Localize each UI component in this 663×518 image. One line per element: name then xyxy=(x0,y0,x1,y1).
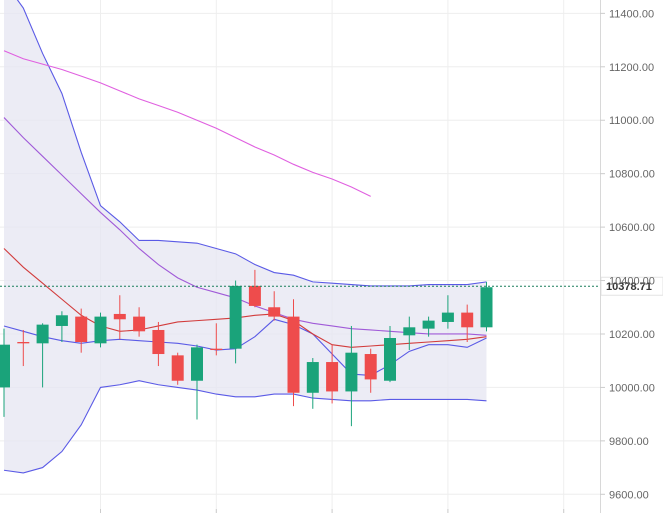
candle xyxy=(364,348,377,393)
candle-body xyxy=(113,313,126,320)
current-price-layer: 10378.71 xyxy=(0,276,663,296)
candle-body xyxy=(287,316,300,393)
candle-body xyxy=(171,355,184,381)
candle-body xyxy=(441,312,454,322)
bollinger-mid-line xyxy=(3,318,487,376)
candle xyxy=(0,328,10,417)
candle-body xyxy=(75,316,88,342)
bollinger-band-layer xyxy=(4,0,487,473)
y-axis-tick-label: 11000.00 xyxy=(609,115,654,127)
candle xyxy=(17,329,30,367)
y-axis-tick-label: 10600.00 xyxy=(609,222,655,234)
candle-body xyxy=(384,337,396,381)
bollinger-band-fill xyxy=(4,0,487,473)
candle-body xyxy=(191,347,203,381)
candle-body xyxy=(461,312,474,328)
candle-body xyxy=(152,329,165,355)
candle xyxy=(306,358,319,409)
candle xyxy=(461,304,474,342)
y-axis-tick-label: 9800.00 xyxy=(609,436,649,448)
candle xyxy=(113,295,126,340)
candle xyxy=(480,281,493,332)
candle-body xyxy=(210,348,223,351)
y-axis-tick-label: 10400.00 xyxy=(609,276,655,288)
y-axis-tick-label: 10000.00 xyxy=(609,382,655,394)
candle xyxy=(345,325,358,427)
candle-body xyxy=(403,327,416,336)
candle xyxy=(384,325,396,383)
candle-body xyxy=(17,342,30,344)
y-axis-tick-label: 11200.00 xyxy=(609,62,654,74)
candle xyxy=(403,316,416,351)
candle-body xyxy=(345,352,358,392)
candle xyxy=(441,295,454,329)
candle-body xyxy=(229,285,242,349)
candle-body xyxy=(36,324,49,344)
y-axis-tick-label: 11400.00 xyxy=(609,8,654,20)
moving-average-slow-line xyxy=(3,50,371,197)
candle-body xyxy=(268,307,281,317)
candle-body xyxy=(326,362,339,392)
candle xyxy=(36,323,49,388)
y-axis-tick-label: 10200.00 xyxy=(609,329,655,341)
candle-body xyxy=(248,285,261,306)
candle xyxy=(422,316,435,337)
bollinger-upper-line xyxy=(16,0,487,287)
candle xyxy=(248,269,261,308)
candle-body xyxy=(306,362,319,393)
candle xyxy=(326,344,339,404)
candle-body xyxy=(422,320,435,329)
candle xyxy=(191,344,203,420)
candle xyxy=(75,308,88,353)
y-axis-tick-label: 10800.00 xyxy=(609,169,655,181)
candle-body xyxy=(0,344,10,388)
candle xyxy=(229,280,242,364)
candle-body xyxy=(94,316,107,344)
candle xyxy=(210,323,223,356)
candle xyxy=(171,352,184,385)
y-axis: 9600.009800.0010000.0010200.0010400.0010… xyxy=(100,0,655,513)
candle-body xyxy=(55,315,68,326)
candle xyxy=(55,311,68,342)
candle-body xyxy=(133,316,146,332)
candle xyxy=(133,307,146,337)
candle-layer xyxy=(0,269,493,427)
candle xyxy=(94,312,107,348)
candle-body xyxy=(364,354,377,380)
candle xyxy=(268,291,281,321)
y-axis-tick-label: 9600.00 xyxy=(609,489,649,501)
current-price-label: 10378.71 xyxy=(606,281,652,293)
bollinger-lower-line xyxy=(3,380,487,474)
candle xyxy=(152,321,165,367)
candle xyxy=(287,299,300,407)
candle-body xyxy=(480,287,493,328)
